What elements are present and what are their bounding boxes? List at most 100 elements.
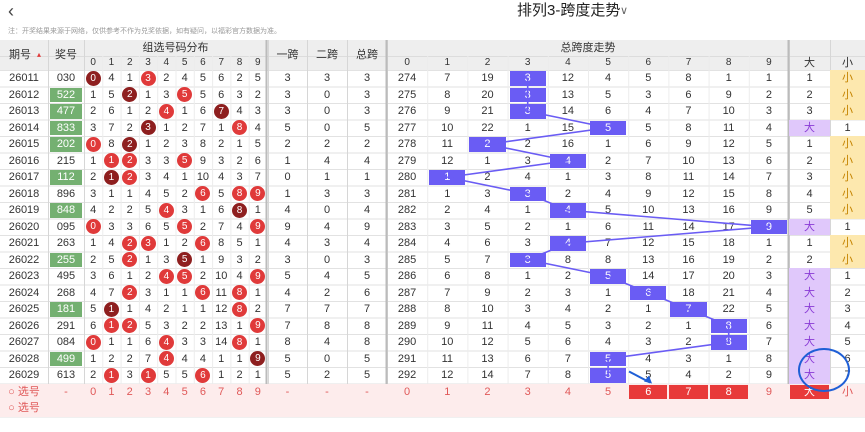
dist-ball: 3 xyxy=(140,70,156,86)
dist-cell: 2 xyxy=(126,204,133,216)
row-small: 小 xyxy=(830,152,865,169)
selection-trend-digit[interactable]: 0 xyxy=(404,385,411,398)
header-trend-digit: 3 xyxy=(524,57,531,68)
dist-cell: 4 xyxy=(163,171,170,183)
dist-cell: 2 xyxy=(199,220,206,233)
chevron-down-icon[interactable]: ∨ xyxy=(620,5,629,17)
row-small: 3 xyxy=(844,303,851,315)
selection-dist-digit[interactable]: 1 xyxy=(108,385,115,398)
dist-cell: 3 xyxy=(126,220,133,233)
row-award: 291 xyxy=(56,319,76,332)
dist-cell: 4 xyxy=(108,237,115,249)
row-span1: 4 xyxy=(284,204,291,216)
row-span1: 7 xyxy=(284,303,291,315)
header-award: 奖号 xyxy=(55,49,77,61)
dist-cell: 2 xyxy=(181,121,188,134)
row-small: 1 xyxy=(844,121,851,134)
row-big: 2 xyxy=(806,88,813,101)
dist-cell: 1 xyxy=(90,352,97,365)
row-award: 112 xyxy=(50,170,82,185)
dist-cell: 2 xyxy=(90,369,97,381)
dist-cell: 4 xyxy=(181,72,188,84)
dist-cell: 1 xyxy=(236,352,243,365)
row-issue: 26020 xyxy=(8,220,40,233)
row-span-total: 5 xyxy=(363,121,371,134)
selection-trend-digit[interactable]: 3 xyxy=(524,385,531,398)
dist-cell: 1 xyxy=(254,286,261,299)
row-award: 833 xyxy=(50,120,82,135)
page-title[interactable]: 排列3-跨度走势 xyxy=(517,2,621,19)
row-span2: 3 xyxy=(323,237,331,249)
selection-trend-digit[interactable]: 2 xyxy=(484,385,491,398)
selection-trend-digit[interactable]: 5 xyxy=(605,385,612,398)
selection-dist-digit[interactable]: 5 xyxy=(181,385,188,398)
dist-ball: 4 xyxy=(158,334,174,350)
selection-small[interactable]: 小 xyxy=(842,385,853,398)
row-issue: 26026 xyxy=(8,319,40,332)
row-award: 848 xyxy=(50,203,82,218)
dist-ball: 3 xyxy=(140,120,156,136)
selection-dist-digit[interactable]: 6 xyxy=(199,385,206,398)
selection-label[interactable]: ○ 选号 xyxy=(8,385,40,398)
dist-ball: 8 xyxy=(232,334,248,350)
dist-cell: 5 xyxy=(254,138,261,150)
row-span-total: 5 xyxy=(363,369,371,381)
row-span2: 8 xyxy=(323,319,331,332)
row-span2: 0 xyxy=(323,88,331,101)
header-dist-digit: 9 xyxy=(255,57,261,68)
dist-cell: 6 xyxy=(90,319,97,332)
trend-cell: 285 xyxy=(397,253,417,266)
row-span2: 0 xyxy=(323,105,331,117)
sort-arrows-icon[interactable]: ▴ xyxy=(36,50,41,59)
dist-ball: 1 xyxy=(103,301,119,317)
selection-dist-digit[interactable]: 4 xyxy=(163,385,170,398)
dist-ball: 9 xyxy=(250,351,266,367)
row-span-total: 3 xyxy=(363,187,371,200)
dist-cell: 1 xyxy=(218,352,225,365)
dist-ball: 2 xyxy=(122,235,138,251)
dist-cell: 9 xyxy=(218,253,225,266)
dist-ball: 2 xyxy=(122,318,138,334)
row-award: 495 xyxy=(56,270,76,282)
dist-cell: 4 xyxy=(90,286,97,299)
selection-dist-digit[interactable]: 0 xyxy=(90,385,97,398)
selection-trend-digit-selected[interactable]: 8 xyxy=(709,384,748,399)
selection-dist-digit[interactable]: 7 xyxy=(218,385,225,398)
dist-cell: 6 xyxy=(108,270,115,282)
row-big: 5 xyxy=(806,204,813,216)
header-span1: 一跨 xyxy=(276,49,299,61)
dist-cell: 1 xyxy=(181,286,188,299)
row-issue: 26028 xyxy=(8,352,40,365)
selection-dist-digit[interactable]: 2 xyxy=(126,385,133,398)
selection-trend-digit-selected[interactable]: 6 xyxy=(629,384,668,399)
row-span2: 4 xyxy=(323,154,331,167)
selection2-label[interactable]: ○ 选号 xyxy=(8,402,40,414)
header-issue[interactable]: 期号 xyxy=(9,49,31,61)
dist-ball: 0 xyxy=(85,70,101,86)
dist-cell: 1 xyxy=(126,270,133,282)
selection-trend-digit[interactable]: 1 xyxy=(444,385,451,398)
back-icon[interactable]: ‹ xyxy=(8,1,14,21)
selection-trend-digit[interactable]: 9 xyxy=(765,385,772,398)
row-small: 小 xyxy=(830,235,865,252)
selection-dist-digit[interactable]: 3 xyxy=(144,385,152,398)
row-span1: 2 xyxy=(284,138,291,150)
trend-cell: 281 xyxy=(397,187,417,200)
trend-cell: 286 xyxy=(397,270,417,282)
arrow-annotation-icon xyxy=(628,370,652,384)
selection-trend-digit[interactable]: 4 xyxy=(564,385,571,398)
selection-dist-digit[interactable]: 9 xyxy=(254,385,261,398)
header-small: 小 xyxy=(842,57,853,69)
row-span2: 2 xyxy=(323,369,331,381)
dist-ball: 5 xyxy=(177,153,193,169)
dist-cell: 6 xyxy=(199,105,206,117)
row-issue: 26018 xyxy=(8,187,40,200)
trend-cell: 291 xyxy=(397,352,417,365)
dist-ball: 2 xyxy=(122,136,138,152)
dist-ball: 5 xyxy=(177,219,193,235)
row-small: 6 xyxy=(844,352,851,365)
selection-dist-digit[interactable]: 8 xyxy=(236,385,243,398)
selection-trend-digit-selected[interactable]: 7 xyxy=(669,384,708,399)
row-big: 1 xyxy=(806,237,813,249)
dist-cell: 3 xyxy=(163,253,170,266)
